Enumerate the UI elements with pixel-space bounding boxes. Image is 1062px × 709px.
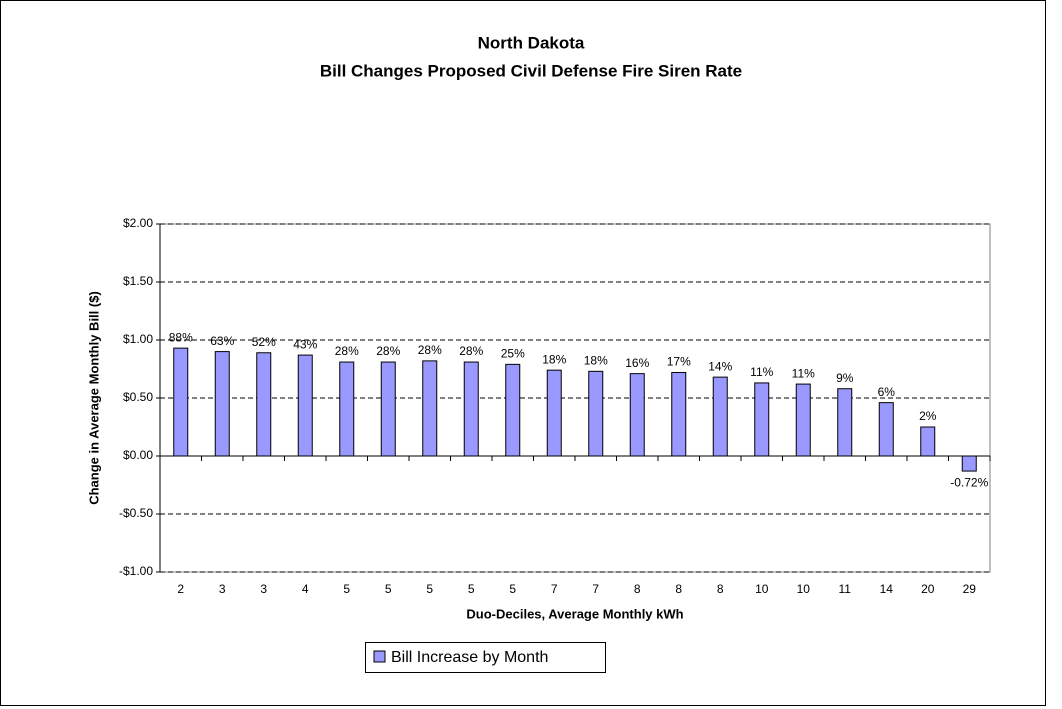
bar xyxy=(837,388,853,457)
data-label: 28% xyxy=(459,344,483,358)
x-tick-label: 5 xyxy=(343,582,350,596)
chart-title: North Dakota xyxy=(478,33,585,52)
bar xyxy=(546,369,562,457)
x-tick-label: 2 xyxy=(177,582,184,596)
data-label: 14% xyxy=(708,359,732,373)
x-axis-title: Duo-Deciles, Average Monthly kWh xyxy=(466,606,683,621)
bar xyxy=(339,361,355,457)
bar xyxy=(588,370,604,457)
data-label: 28% xyxy=(335,344,359,358)
y-tick-label: -$0.50 xyxy=(119,506,153,520)
y-tick-label: -$1.00 xyxy=(119,564,153,578)
x-tick-label: 7 xyxy=(551,582,558,596)
legend-label: Bill Increase by Month xyxy=(391,649,548,666)
x-tick-label: 5 xyxy=(385,582,392,596)
x-tick-label: 8 xyxy=(675,582,682,596)
bar xyxy=(422,360,438,457)
data-label: 88% xyxy=(169,330,193,344)
data-label: 2% xyxy=(919,409,937,423)
data-label: 28% xyxy=(376,344,400,358)
data-label: 6% xyxy=(878,385,896,399)
x-tick-label: 8 xyxy=(717,582,724,596)
y-tick-label: $2.00 xyxy=(123,216,153,230)
bar xyxy=(173,347,189,457)
bar xyxy=(380,361,396,457)
bar xyxy=(297,354,313,457)
x-tick-label: 14 xyxy=(880,582,894,596)
data-label: 52% xyxy=(252,335,276,349)
y-tick-label: $0.50 xyxy=(123,390,153,404)
chart-subtitle: Bill Changes Proposed Civil Defense Fire… xyxy=(320,61,742,80)
data-label: 43% xyxy=(293,337,317,351)
x-tick-label: 3 xyxy=(260,582,267,596)
x-tick-label: 20 xyxy=(921,582,935,596)
bar xyxy=(920,426,936,457)
data-label: 11% xyxy=(750,365,773,379)
data-label: 18% xyxy=(542,352,566,366)
bar xyxy=(712,376,728,457)
bar xyxy=(505,363,521,457)
legend-swatch xyxy=(373,650,386,663)
y-tick-label: $1.00 xyxy=(123,332,153,346)
x-tick-label: 5 xyxy=(426,582,433,596)
data-label: 11% xyxy=(792,366,815,380)
data-label: 16% xyxy=(625,356,649,370)
x-tick-label: 29 xyxy=(963,582,977,596)
data-label: 28% xyxy=(418,343,442,357)
bar xyxy=(754,382,770,457)
y-axis-title: Change in Average Monthly Bill ($) xyxy=(86,291,101,505)
x-tick-label: 10 xyxy=(755,582,769,596)
data-label: -0.72% xyxy=(950,475,988,489)
x-tick-label: 11 xyxy=(839,582,852,596)
x-tick-label: 5 xyxy=(509,582,516,596)
y-tick-label: $1.50 xyxy=(123,274,153,288)
bar xyxy=(629,373,645,457)
bar xyxy=(463,361,479,457)
data-label: 9% xyxy=(836,371,854,385)
legend xyxy=(365,642,606,673)
bar xyxy=(214,351,230,457)
bar xyxy=(961,455,977,472)
bar xyxy=(795,383,811,457)
x-tick-label: 5 xyxy=(468,582,475,596)
x-tick-label: 10 xyxy=(797,582,811,596)
x-tick-label: 7 xyxy=(592,582,599,596)
data-label: 17% xyxy=(667,355,691,369)
x-tick-label: 8 xyxy=(634,582,641,596)
x-tick-label: 4 xyxy=(302,582,309,596)
bar xyxy=(256,352,272,457)
bar xyxy=(671,371,687,457)
data-label: 63% xyxy=(210,334,234,348)
x-tick-label: 3 xyxy=(219,582,226,596)
data-label: 18% xyxy=(584,353,608,367)
bar xyxy=(878,402,894,457)
y-tick-label: $0.00 xyxy=(123,448,153,462)
data-label: 25% xyxy=(501,347,525,361)
